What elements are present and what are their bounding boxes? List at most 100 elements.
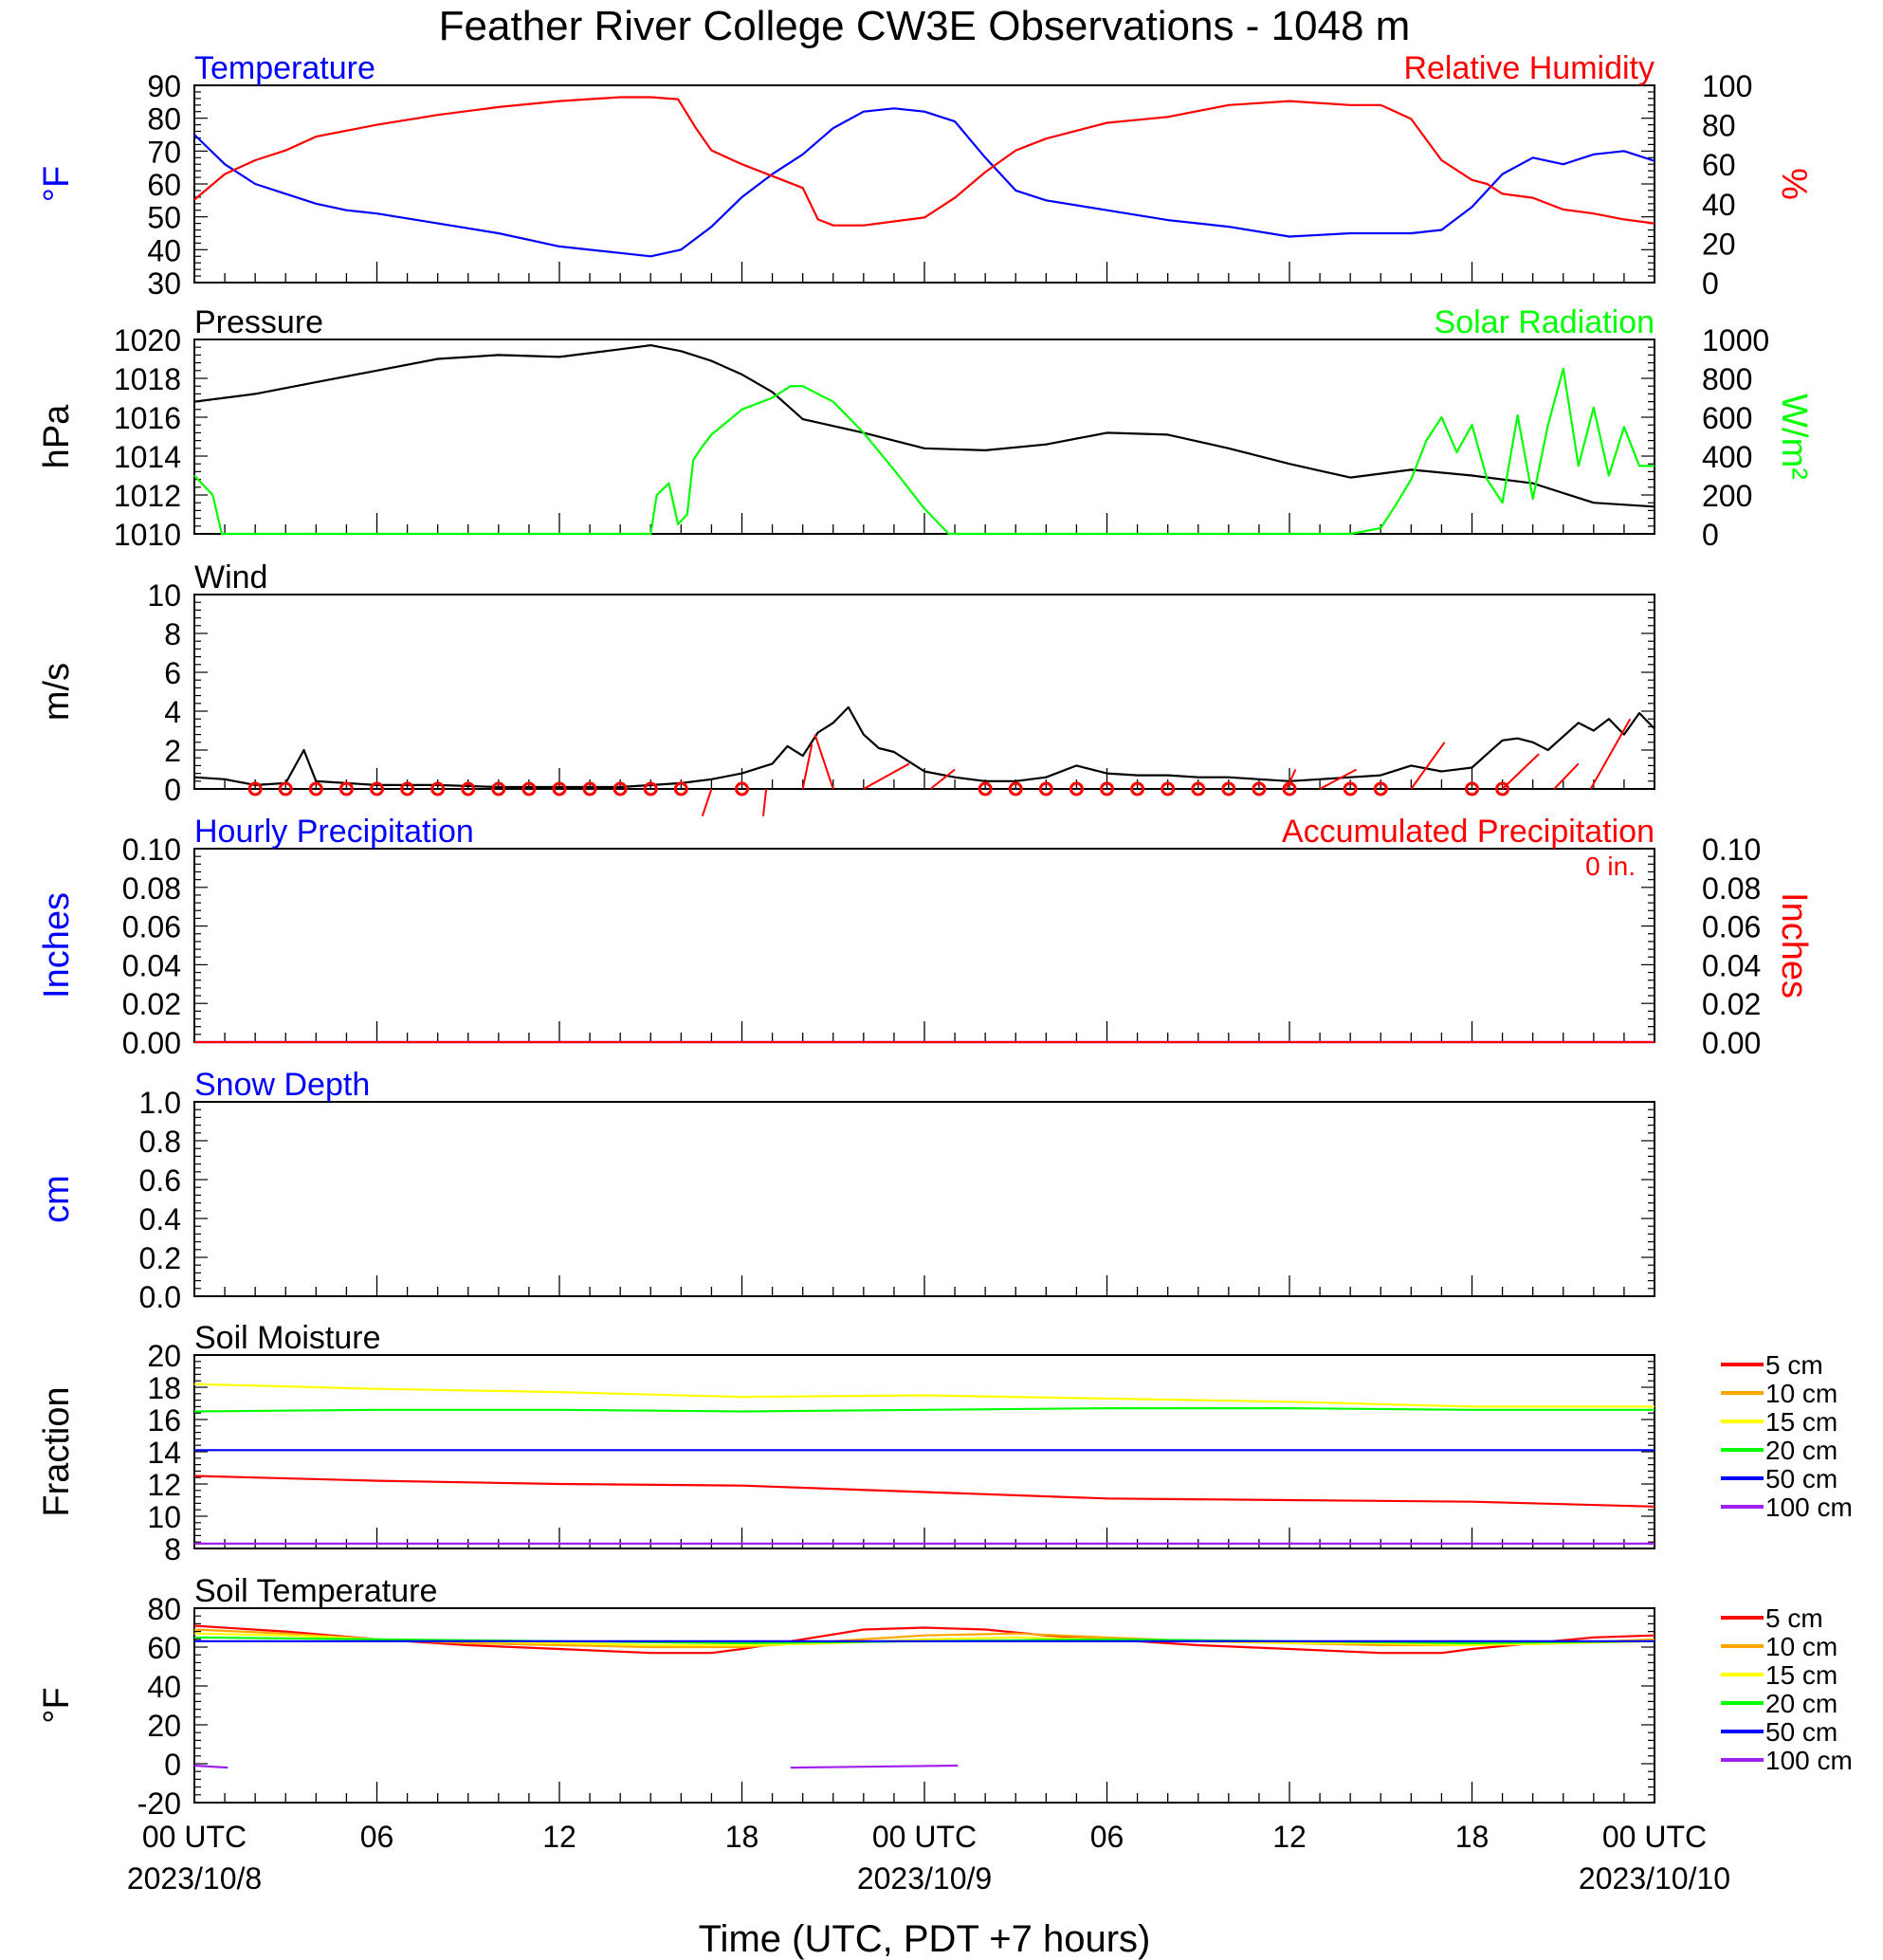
y-tick-label: 10 — [147, 1500, 181, 1534]
y-tick-label: 8 — [164, 1532, 181, 1566]
y-axis-unit: m/s — [37, 663, 77, 721]
y-tick-label: 2 — [164, 734, 181, 768]
y-tick-label: 30 — [147, 266, 181, 301]
y2-axis-unit: Inches — [1774, 892, 1814, 998]
y-axis-unit: Inches — [37, 892, 77, 998]
panel-title-left: Hourly Precipitation — [194, 814, 474, 850]
y2-tick-label: 0.04 — [1702, 948, 1761, 982]
y2-tick-label: 600 — [1702, 401, 1752, 435]
series-line-100-cm — [193, 1764, 229, 1769]
y-tick-label: 0.6 — [139, 1163, 181, 1198]
x-tick-label: 00 UTC — [1602, 1820, 1707, 1854]
calm-wind-marker — [735, 781, 749, 797]
series-line-temperature — [193, 107, 1655, 258]
calm-wind-marker — [1343, 781, 1358, 797]
series-line-pressure — [193, 344, 1655, 508]
panel-snow: 1.0 0.8 0.6 0.4 0.2 0.0 Snow Depth cm — [37, 1067, 1655, 1314]
series-line-wind-speed — [193, 705, 1655, 789]
calm-wind-marker — [978, 781, 993, 797]
legend-label: 5 cm — [1765, 1350, 1823, 1380]
x-tick-date: 2023/10/10 — [1579, 1861, 1730, 1896]
y-tick-label: 0.4 — [139, 1202, 181, 1236]
y-tick-label: 40 — [147, 233, 181, 267]
y-axis-unit: Fraction — [37, 1386, 77, 1516]
y-axis-unit: °F — [37, 166, 77, 202]
y2-tick-label: 100 — [1702, 69, 1752, 103]
legend-label: 10 cm — [1765, 1632, 1837, 1661]
panel-title-left: Soil Temperature — [194, 1573, 437, 1609]
y-tick-label: 90 — [147, 69, 181, 103]
panel-title-left: Soil Moisture — [194, 1320, 381, 1356]
y2-tick-label: 1000 — [1702, 323, 1769, 357]
legend-label: 15 cm — [1765, 1660, 1837, 1690]
panel-title-left: Snow Depth — [194, 1067, 370, 1103]
y-tick-label: 1010 — [114, 518, 181, 552]
y-tick-label: 80 — [147, 102, 181, 137]
wind-barb — [814, 734, 834, 790]
series-line-15-cm — [193, 1383, 1654, 1408]
y-tick-label: 0.00 — [122, 1026, 181, 1060]
y-tick-label: 60 — [147, 1631, 181, 1665]
wind-barb — [1319, 768, 1358, 790]
series-line-5-cm — [193, 1624, 1655, 1655]
calm-wind-marker — [1069, 781, 1084, 797]
y-tick-label: 1012 — [114, 479, 181, 513]
chart-title: Feather River College CW3E Observations … — [439, 3, 1411, 49]
wind-barb — [1285, 769, 1297, 790]
x-tick-label: 18 — [1455, 1820, 1490, 1854]
panel-title-left: Wind — [194, 559, 267, 595]
calm-wind-marker — [673, 781, 688, 797]
series-line-100-cm — [790, 1764, 959, 1769]
panel-wind: 10 8 6 4 2 0 Wind m/s — [37, 559, 1655, 817]
calm-wind-marker — [582, 781, 597, 797]
legend-label: 50 cm — [1765, 1717, 1837, 1747]
y-tick-label: 50 — [147, 201, 181, 235]
x-tick-date: 2023/10/8 — [127, 1861, 262, 1896]
y-tick-label: 1018 — [114, 362, 181, 396]
calm-wind-marker — [338, 781, 354, 797]
y-tick-label: 0.06 — [122, 910, 181, 944]
panel-title-left: Temperature — [194, 50, 375, 86]
y2-tick-label: 80 — [1702, 109, 1736, 143]
calm-wind-marker — [1252, 781, 1267, 797]
y2-tick-label: 200 — [1702, 479, 1752, 513]
y-tick-label: 1014 — [114, 440, 181, 474]
y-tick-label: 20 — [147, 1709, 181, 1743]
calm-wind-marker — [1191, 781, 1206, 797]
calm-wind-marker — [1495, 781, 1510, 797]
y-tick-label: 1020 — [114, 323, 181, 357]
calm-wind-marker — [1100, 781, 1114, 797]
calm-wind-marker — [461, 781, 476, 797]
y-axis-unit: °F — [37, 1687, 77, 1723]
panel-precip: 0.10 0.08 0.06 0.04 0.02 0.00 0.10 0.08 0.06 0.04… — [37, 814, 1814, 1060]
calm-wind-marker — [1221, 781, 1236, 797]
x-tick-label: 18 — [725, 1820, 759, 1854]
panel-title-left: Pressure — [194, 304, 323, 340]
y2-tick-label: 0 — [1702, 518, 1719, 552]
calm-wind-marker — [370, 781, 384, 797]
accumulated-total: 0 in. — [1585, 852, 1636, 881]
calm-wind-marker — [1038, 781, 1053, 797]
calm-wind-marker — [308, 781, 323, 797]
x-tick-label: 00 UTC — [142, 1820, 247, 1854]
plot-frame — [193, 1607, 1655, 1804]
panel-title-right: Solar Radiation — [1435, 304, 1654, 340]
wind-barb — [801, 743, 814, 790]
calm-wind-marker — [247, 781, 263, 797]
panel-title-right: Accumulated Precipitation — [1282, 814, 1654, 850]
calm-wind-marker — [491, 781, 506, 797]
y2-tick-label: 800 — [1702, 362, 1752, 396]
wind-barb — [929, 768, 956, 790]
y2-tick-label: 0.10 — [1702, 833, 1761, 867]
plot-frame — [193, 848, 1655, 1043]
y2-tick-label: 20 — [1702, 227, 1736, 261]
x-tick-label: 06 — [1090, 1820, 1124, 1854]
y-tick-label: 20 — [147, 1339, 181, 1373]
y2-tick-label: 0 — [1702, 266, 1719, 301]
legend-label: 20 cm — [1765, 1436, 1837, 1465]
y2-tick-label: 0.08 — [1702, 871, 1761, 906]
y-axis-unit: cm — [37, 1175, 77, 1223]
